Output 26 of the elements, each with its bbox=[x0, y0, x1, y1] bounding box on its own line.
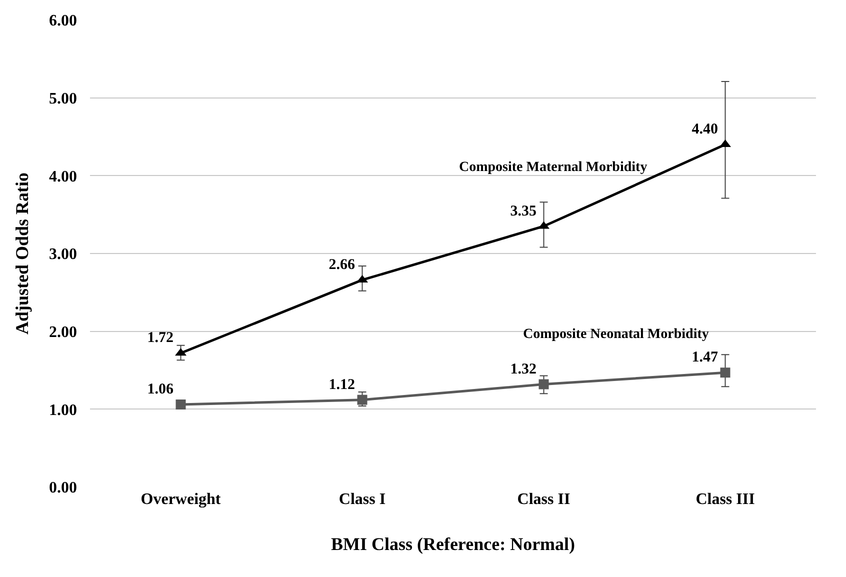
series-label: Composite Maternal Morbidity bbox=[459, 160, 648, 175]
y-tick-label: 1.00 bbox=[49, 402, 77, 419]
point bbox=[538, 379, 549, 390]
y-tick-label: 4.00 bbox=[49, 168, 77, 186]
y-tick-label: 6.00 bbox=[49, 12, 77, 30]
y-tick-label: 0.00 bbox=[49, 480, 77, 497]
data-label: 3.35 bbox=[510, 203, 536, 220]
x-axis-title: BMI Class (Reference: Normal) bbox=[330, 534, 576, 554]
y-tick-label: 5.00 bbox=[49, 90, 77, 108]
data-label: 1.32 bbox=[510, 361, 536, 378]
y-tick-label: 2.00 bbox=[49, 324, 77, 341]
data-label: 4.40 bbox=[692, 122, 718, 138]
data-label: 1.12 bbox=[328, 376, 355, 393]
x-tick-label: Class I bbox=[338, 491, 386, 508]
data-label: 1.72 bbox=[147, 330, 174, 346]
series-label: Composite Neonatal Morbidity bbox=[523, 327, 709, 342]
x-tick-label: Class II bbox=[517, 491, 570, 508]
point bbox=[720, 368, 730, 378]
data-label: 1.06 bbox=[147, 382, 174, 398]
x-tick-label: Overweight bbox=[140, 491, 222, 508]
y-axis-title: Adjusted Odds Ratio bbox=[12, 172, 32, 335]
point bbox=[357, 394, 368, 405]
x-tick-label: Class III bbox=[696, 491, 755, 508]
y-tick-label: 3.00 bbox=[49, 246, 77, 264]
data-label: 2.66 bbox=[328, 256, 356, 273]
data-label: 1.47 bbox=[692, 350, 718, 366]
